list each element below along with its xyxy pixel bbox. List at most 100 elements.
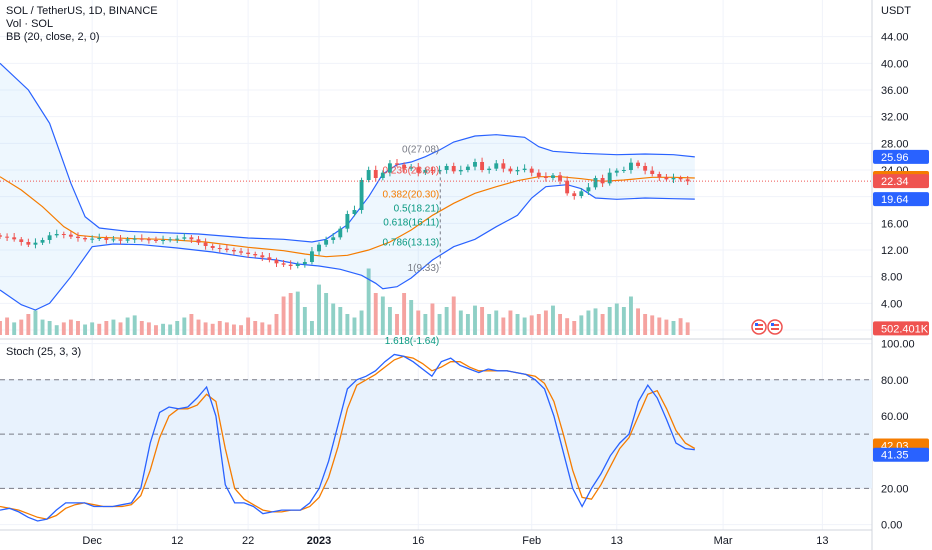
candle-body — [629, 162, 633, 170]
candle-body — [536, 172, 541, 177]
candle — [203, 238, 208, 250]
candle — [83, 235, 88, 242]
candle-body — [501, 163, 506, 169]
volume-bar — [246, 317, 251, 335]
candle-body — [19, 239, 24, 242]
candle — [90, 235, 95, 243]
candle-body — [586, 187, 591, 192]
candle-body — [90, 238, 95, 240]
candle-body — [232, 250, 236, 252]
price-tick-label: 32.00 — [881, 112, 909, 124]
fib-level-label: 0.382(20.30) — [383, 190, 440, 201]
volume-bar — [288, 293, 293, 335]
candle-body — [380, 172, 385, 178]
volume-bar — [480, 307, 485, 335]
candle-body — [657, 174, 662, 178]
candle-body — [68, 234, 73, 237]
volume-bar — [352, 317, 357, 335]
volume-bar — [253, 321, 258, 335]
candle-body — [359, 180, 364, 210]
candle — [402, 162, 407, 173]
volume-bar — [416, 310, 421, 335]
symbol-legend[interactable]: SOL / TetherUS, 1D, BINANCE — [6, 5, 158, 18]
candle-body — [458, 170, 463, 172]
candle-body — [324, 240, 329, 245]
volume-bar — [175, 321, 180, 335]
candle-body — [387, 163, 392, 173]
candle — [366, 166, 371, 183]
candle — [302, 258, 307, 268]
candle — [40, 237, 45, 245]
candle-body — [671, 178, 676, 180]
fibonacci-retracement[interactable]: 0(27.08) 0.236(23.89) 0.382(20.30) 0.5(18.2… — [383, 144, 441, 347]
candle-body — [281, 263, 286, 265]
volume-bar — [373, 293, 378, 335]
candle-body — [366, 170, 371, 180]
candle-body — [196, 239, 201, 243]
volume-bar — [643, 314, 648, 335]
volume-legend[interactable]: Vol · SOL — [6, 18, 53, 31]
candle — [614, 168, 619, 177]
volume-bar — [76, 321, 80, 335]
candle-body — [239, 251, 243, 253]
candle — [621, 166, 626, 173]
candle-body — [352, 210, 357, 214]
candle-body — [331, 237, 336, 240]
candle-body — [54, 234, 59, 236]
candle — [210, 243, 215, 251]
volume-bar — [387, 307, 392, 335]
candle-body — [61, 234, 66, 235]
volume-bar — [161, 323, 166, 335]
volume-bar — [0, 321, 2, 335]
price-tick-label: 36.00 — [881, 85, 909, 97]
flag-canton — [755, 323, 758, 326]
candle — [515, 166, 520, 175]
stoch-value-label: 41.35 — [881, 450, 909, 462]
candle-body — [473, 162, 477, 167]
us-flag-icon[interactable] — [767, 319, 783, 335]
candle-body — [678, 178, 683, 180]
candle — [657, 171, 662, 181]
candle — [111, 236, 116, 243]
time-tick-label: 22 — [242, 535, 254, 547]
volume-bar — [593, 308, 598, 335]
candle — [196, 236, 201, 245]
time-axis[interactable]: Dec 12 22 2023 16 Feb 13 Mar 13 — [82, 535, 828, 547]
stoch-legend[interactable]: Stoch (25, 3, 3) — [6, 346, 81, 359]
flag-stripe — [755, 324, 763, 326]
volume-bar — [607, 307, 612, 335]
event-flags[interactable] — [751, 319, 783, 335]
candle — [331, 233, 336, 244]
volume-bars — [0, 268, 690, 335]
volume-bar — [473, 305, 477, 335]
candle — [423, 167, 428, 175]
time-tick-label: 13 — [816, 535, 828, 547]
stoch-tick-label: 0.00 — [881, 520, 902, 532]
candle — [409, 164, 414, 171]
candle-body — [5, 236, 10, 238]
stoch-tick-label: 20.00 — [881, 483, 909, 495]
candle — [664, 174, 669, 182]
candle-body — [210, 246, 215, 248]
candle-body — [132, 238, 137, 240]
candle-body — [217, 248, 222, 249]
candle-body — [465, 166, 470, 170]
candle-body — [12, 237, 17, 240]
candle-body — [565, 180, 570, 194]
volume-bar — [111, 319, 116, 335]
volume-bar — [458, 310, 463, 335]
candle-body — [97, 238, 102, 239]
us-flag-icon[interactable] — [751, 319, 767, 335]
candle-body — [551, 175, 555, 178]
bb-legend[interactable]: BB (20, close, 2, 0) — [6, 31, 100, 44]
stoch-k-line — [0, 353, 695, 522]
candle-body — [373, 170, 378, 178]
candle — [168, 237, 173, 243]
volume-bar — [139, 321, 144, 335]
flag-stripe — [771, 324, 779, 326]
candle — [543, 172, 548, 182]
volume-bar — [168, 324, 173, 335]
flag-ring — [767, 319, 783, 335]
